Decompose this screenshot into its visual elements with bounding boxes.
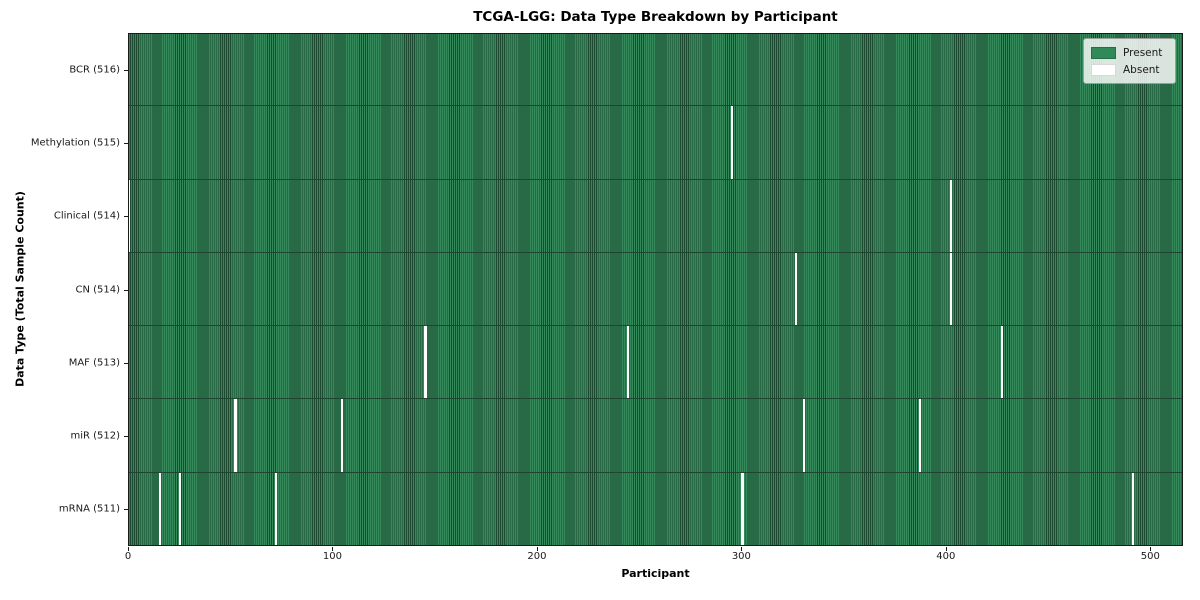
x-tick-label: 100 <box>322 551 342 562</box>
y-tick-label: miR (512) <box>70 430 120 442</box>
legend-label: Absent <box>1123 63 1160 76</box>
absent-gap <box>1131 472 1135 546</box>
x-tick-label: 200 <box>527 551 547 562</box>
absent-gap <box>919 399 922 472</box>
absent-gap <box>424 326 427 399</box>
absent-gap <box>741 472 744 546</box>
legend-swatch-absent <box>1091 63 1116 76</box>
legend: Present Absent <box>1083 38 1176 84</box>
chart-title: TCGA-LGG: Data Type Breakdown by Partici… <box>473 9 838 25</box>
absent-gap <box>340 399 343 472</box>
y-tick-label: Clinical (514) <box>53 210 120 222</box>
y-tick-label: mRNA (511) <box>58 503 120 515</box>
absent-gap <box>158 472 161 546</box>
y-tick-mark <box>124 362 128 364</box>
y-tick-mark <box>124 216 128 218</box>
heatmap-row-clinical <box>128 179 1183 253</box>
heatmap-row-maf <box>128 326 1183 400</box>
legend-item-absent: Absent <box>1091 61 1168 78</box>
legend-label: Present <box>1123 46 1163 59</box>
x-tick-mark <box>945 547 947 551</box>
y-tick-mark <box>124 436 128 438</box>
y-tick-label: MAF (513) <box>68 357 120 369</box>
heatmap-row-mir <box>128 399 1183 473</box>
y-tick-mark <box>124 142 128 144</box>
x-axis-label: Participant <box>621 567 690 580</box>
absent-gap <box>234 399 237 472</box>
y-tick-label: Methylation (515) <box>30 137 120 149</box>
absent-gap <box>626 326 630 399</box>
absent-gap <box>949 179 953 252</box>
x-tick-mark <box>741 547 743 551</box>
absent-gap <box>802 399 805 472</box>
plot-area <box>128 33 1183 546</box>
y-tick-mark <box>124 289 128 291</box>
absent-gap <box>275 472 278 546</box>
heatmap-row-cn <box>128 252 1183 327</box>
x-tick-mark <box>128 547 129 551</box>
absent-gap <box>1001 326 1004 399</box>
absent-gap <box>731 106 734 179</box>
absent-gap <box>949 252 953 326</box>
absent-gap <box>794 252 797 326</box>
heatmap-row-methylation <box>128 106 1183 180</box>
y-tick-label: BCR (516) <box>69 64 120 76</box>
legend-swatch-present <box>1091 46 1116 59</box>
y-tick-mark <box>124 509 128 511</box>
x-tick-label: 300 <box>731 551 751 562</box>
x-tick-mark <box>332 547 334 551</box>
x-tick-label: 500 <box>1140 551 1160 562</box>
y-tick-label: CN (514) <box>75 284 120 295</box>
absent-gap <box>179 472 182 546</box>
heatmap-row-bcr <box>128 33 1183 107</box>
y-tick-mark <box>124 69 128 71</box>
x-tick-label: 400 <box>936 551 956 562</box>
x-tick-mark <box>1150 547 1152 551</box>
heatmap-row-mrna <box>128 472 1183 546</box>
legend-item-present: Present <box>1091 44 1168 61</box>
absent-gap <box>128 179 131 252</box>
x-tick-label: 0 <box>124 551 132 562</box>
x-tick-mark <box>536 547 538 551</box>
